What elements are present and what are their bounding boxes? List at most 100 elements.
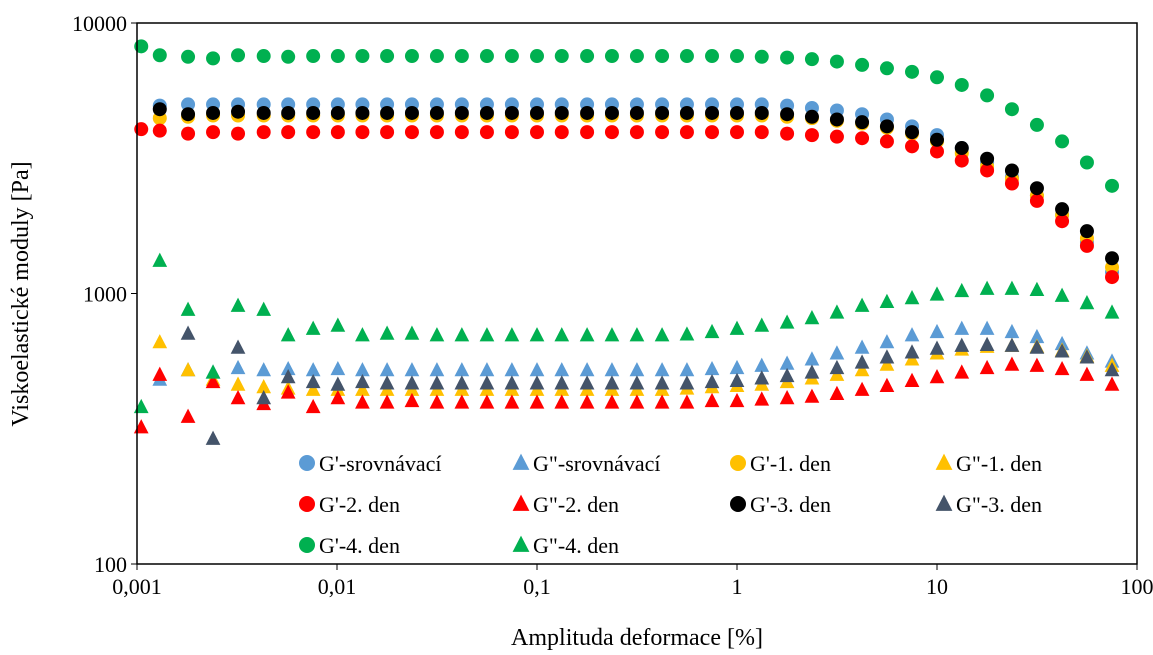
data-point bbox=[1004, 102, 1019, 117]
data-point bbox=[629, 362, 645, 377]
series-g-4-den bbox=[134, 39, 1120, 193]
data-point bbox=[379, 362, 395, 377]
data-point bbox=[854, 339, 870, 354]
data-point bbox=[729, 372, 745, 387]
data-point bbox=[206, 51, 221, 66]
data-point bbox=[355, 49, 370, 64]
data-point bbox=[1029, 193, 1044, 208]
data-point bbox=[479, 49, 494, 64]
legend-label: G"-1. den bbox=[956, 451, 1042, 476]
legend-marker bbox=[299, 496, 315, 512]
y-axis: 100 1000 10000 bbox=[72, 11, 137, 577]
data-point bbox=[804, 52, 819, 67]
data-point bbox=[256, 389, 272, 405]
data-point bbox=[604, 105, 619, 120]
data-point bbox=[1004, 176, 1019, 191]
data-point bbox=[1004, 323, 1020, 339]
data-point bbox=[829, 54, 844, 69]
data-point bbox=[704, 392, 720, 408]
legend-marker bbox=[512, 494, 530, 511]
data-point bbox=[754, 317, 770, 332]
data-point bbox=[1054, 360, 1070, 376]
data-point bbox=[529, 394, 545, 409]
data-point bbox=[804, 109, 819, 124]
data-point bbox=[979, 280, 995, 295]
data-point bbox=[1079, 349, 1095, 364]
data-point bbox=[1104, 362, 1120, 377]
data-point bbox=[152, 366, 168, 381]
data-point bbox=[629, 105, 644, 120]
legend-item: G"-srovnávací bbox=[512, 451, 661, 476]
data-point bbox=[479, 327, 495, 342]
data-point bbox=[980, 151, 995, 166]
data-point bbox=[1029, 357, 1045, 372]
data-point bbox=[330, 317, 346, 332]
data-point bbox=[879, 356, 895, 371]
data-point bbox=[629, 394, 645, 409]
legend-item: G"-3. den bbox=[935, 492, 1042, 517]
data-point bbox=[855, 131, 870, 146]
data-point bbox=[580, 125, 595, 140]
data-point bbox=[579, 327, 595, 342]
data-point bbox=[355, 394, 370, 409]
series-g-2-den bbox=[133, 356, 1120, 434]
data-point bbox=[604, 362, 620, 377]
data-point bbox=[730, 49, 744, 64]
legend-label: G'-1. den bbox=[750, 451, 831, 476]
data-point bbox=[954, 282, 970, 298]
data-point bbox=[231, 48, 246, 63]
x-tick-label: 0,1 bbox=[523, 574, 551, 599]
data-point bbox=[655, 105, 670, 120]
x-tick-label: 0,01 bbox=[318, 574, 357, 599]
data-point bbox=[306, 49, 321, 64]
data-point bbox=[904, 290, 920, 305]
data-point bbox=[854, 362, 870, 377]
data-point bbox=[929, 369, 945, 384]
data-point bbox=[930, 144, 944, 159]
data-point bbox=[579, 362, 595, 377]
data-point bbox=[679, 125, 694, 140]
data-point bbox=[305, 381, 321, 396]
data-point bbox=[604, 375, 620, 390]
legend-marker bbox=[935, 453, 953, 470]
data-point bbox=[404, 105, 419, 120]
data-point bbox=[330, 360, 346, 376]
data-point bbox=[280, 384, 296, 399]
data-point bbox=[280, 369, 296, 384]
data-point bbox=[380, 125, 395, 140]
data-point bbox=[404, 375, 420, 390]
data-point bbox=[879, 377, 895, 392]
data-point bbox=[954, 337, 970, 352]
data-point bbox=[205, 364, 221, 379]
data-point bbox=[754, 357, 770, 372]
data-point bbox=[280, 360, 296, 376]
legend-item: G'-3. den bbox=[730, 492, 831, 517]
legend-label: G'-4. den bbox=[319, 533, 400, 558]
data-point bbox=[152, 123, 167, 138]
data-marks bbox=[133, 39, 1120, 445]
data-point bbox=[829, 345, 845, 360]
data-point bbox=[754, 125, 769, 140]
data-point bbox=[780, 50, 795, 65]
data-point bbox=[231, 104, 246, 119]
data-point bbox=[429, 125, 444, 140]
x-tick-label: 1 bbox=[732, 574, 743, 599]
data-point bbox=[180, 362, 196, 377]
data-point bbox=[454, 362, 470, 377]
data-point bbox=[855, 57, 870, 72]
data-point bbox=[729, 320, 745, 335]
data-point bbox=[1079, 295, 1095, 310]
data-point bbox=[181, 107, 196, 122]
legend-label: G'-2. den bbox=[319, 492, 400, 517]
data-point bbox=[804, 388, 820, 403]
data-point bbox=[355, 373, 370, 389]
legend-item: G'-1. den bbox=[730, 451, 831, 476]
data-point bbox=[679, 105, 694, 120]
data-point bbox=[280, 327, 296, 342]
data-point bbox=[529, 375, 545, 390]
data-point bbox=[954, 153, 969, 168]
data-point bbox=[879, 293, 895, 309]
data-point bbox=[980, 163, 995, 178]
data-point bbox=[454, 105, 469, 120]
data-point bbox=[604, 394, 620, 409]
